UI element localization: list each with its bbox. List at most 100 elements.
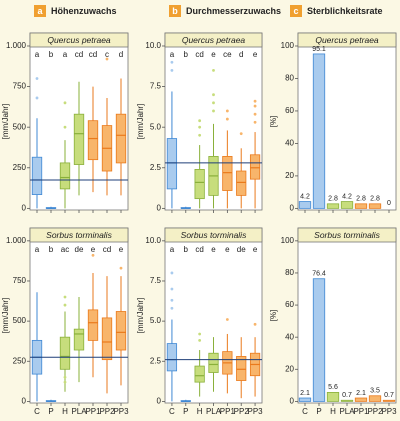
significance-letter: d [239, 50, 243, 59]
y-tick-label: 1.000 [6, 41, 27, 50]
x-tick-label: PP3 [381, 407, 397, 416]
x-tick-label: PP3 [248, 407, 264, 416]
header-badge [290, 5, 302, 17]
bar [368, 395, 382, 402]
x-tick-label: PP2 [234, 407, 250, 416]
bar [382, 399, 396, 402]
significance-letter: e [225, 245, 230, 254]
y-tick-label: 0 [157, 203, 162, 212]
y-tick-label: 500 [13, 316, 27, 325]
box [249, 154, 261, 180]
outlier [253, 104, 257, 108]
x-tick-label: PP3 [113, 407, 129, 416]
significance-letter: b [184, 50, 189, 59]
header-letter: b [172, 6, 178, 16]
bar [368, 203, 382, 209]
x-tick-label: PP1 [353, 407, 369, 416]
y-tick-label: 250 [13, 356, 27, 365]
bar [340, 201, 354, 209]
y-tick-label: 10.0 [145, 41, 161, 50]
x-tick-label: PLA [339, 407, 355, 416]
x-tick-label: C [34, 407, 40, 416]
y-tick-label: 60 [285, 300, 294, 309]
outlier [198, 338, 202, 342]
box [194, 365, 205, 383]
y-axis-label: [%] [269, 116, 278, 128]
outlier [170, 306, 174, 310]
box [59, 336, 71, 370]
value-label: 2.8 [370, 196, 380, 203]
panel-title: Quercus petraea [315, 35, 379, 45]
significance-letter: cd [195, 50, 203, 59]
plot-area [297, 227, 397, 404]
outlier [198, 133, 202, 137]
significance-letter: e [119, 245, 124, 254]
panel-title: Quercus petraea [182, 35, 246, 45]
y-tick-label: 60 [285, 106, 294, 115]
outlier [198, 119, 202, 123]
bar [326, 392, 340, 402]
bar [298, 201, 312, 209]
bar [354, 203, 368, 209]
panel-title: Quercus petraea [47, 35, 111, 45]
box [208, 352, 219, 373]
value-label: 2.8 [328, 196, 338, 203]
bar [354, 397, 368, 402]
bar [312, 278, 326, 402]
y-tick-label: 100 [281, 41, 295, 50]
box [87, 309, 99, 341]
outlier [253, 99, 257, 103]
x-tick-label: PP2 [99, 407, 115, 416]
significance-letter: e [253, 245, 258, 254]
x-tick-label: P [316, 407, 321, 416]
outlier [63, 380, 67, 384]
header-title: Durchmesserzuwachs [186, 6, 281, 16]
x-tick-label: H [197, 407, 203, 416]
outlier [198, 125, 202, 129]
outlier [225, 318, 229, 321]
outlier [63, 125, 67, 129]
outlier [170, 298, 174, 302]
y-axis-label: [mm/Jahr] [1, 298, 10, 334]
outlier [170, 287, 174, 291]
box [166, 138, 178, 190]
x-tick-label: PLA [71, 407, 87, 416]
panel-title: Sorbus torminalis [181, 230, 247, 240]
outlier [239, 132, 243, 136]
outlier [198, 332, 202, 336]
header-badge [34, 5, 46, 17]
y-tick-label: 0 [290, 203, 295, 212]
outlier [225, 109, 229, 113]
x-tick-label: P [183, 407, 188, 416]
value-label: 76.4 [312, 271, 326, 278]
outlier [170, 271, 174, 275]
box [236, 356, 247, 381]
outlier [212, 101, 215, 105]
value-label: 0.7 [384, 392, 394, 399]
y-axis-label: [mm/Jahr] [136, 104, 145, 140]
outlier [170, 60, 174, 64]
significance-letter: cd [75, 50, 83, 59]
y-tick-label: 10.0 [145, 236, 161, 245]
outlier [212, 109, 215, 113]
significance-letter: cd [103, 245, 111, 254]
y-tick-label: 7.5 [150, 82, 162, 91]
outlier [63, 101, 67, 105]
bar [340, 399, 354, 402]
box [166, 343, 178, 372]
box [31, 156, 43, 195]
bar [312, 53, 326, 209]
outlier [212, 93, 215, 97]
value-label: 3.5 [370, 388, 380, 395]
outlier [253, 322, 257, 326]
title-band [164, 227, 263, 243]
box [194, 169, 205, 200]
x-tick-label: C [302, 407, 308, 416]
significance-letter: ac [61, 245, 69, 254]
outlier [212, 68, 215, 72]
outlier [91, 253, 95, 257]
title-band [164, 32, 263, 48]
significance-letter: cd [195, 245, 203, 254]
y-tick-label: 0 [22, 203, 27, 212]
